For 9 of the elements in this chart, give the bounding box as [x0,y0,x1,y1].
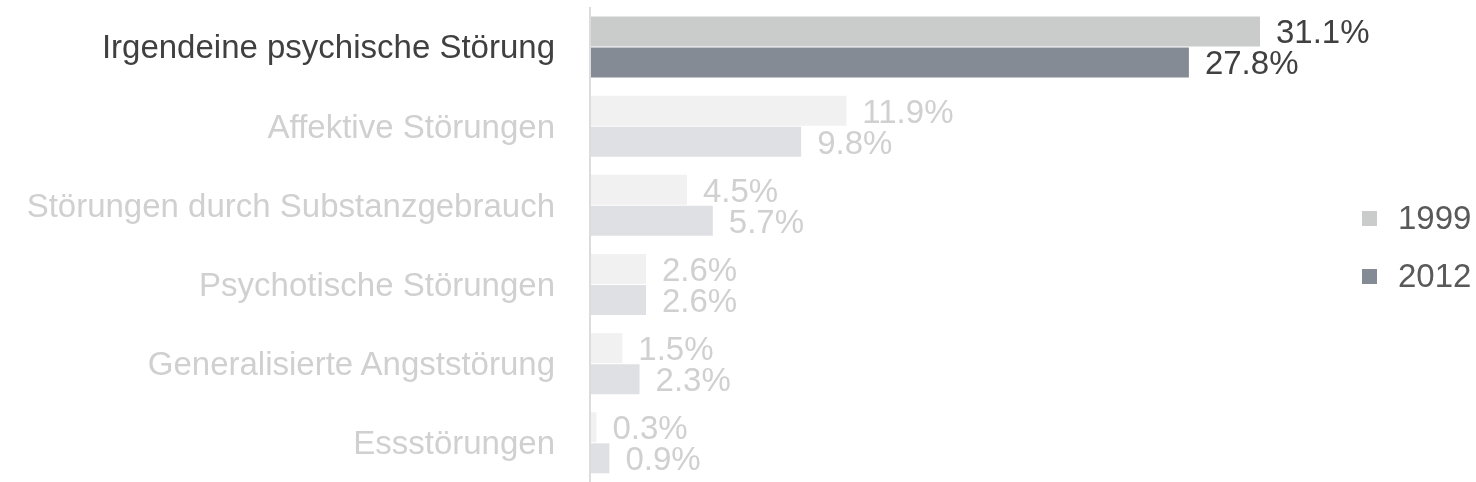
legend-label: 1999 [1398,199,1472,237]
y-tick-label: Irgendeine psychische Störung [101,28,555,66]
bar [590,95,847,126]
bar [590,174,687,205]
legend-label: 2012 [1398,257,1472,295]
bar [590,254,647,284]
bar [590,333,623,364]
bar [590,16,1260,47]
bar [590,47,1189,78]
